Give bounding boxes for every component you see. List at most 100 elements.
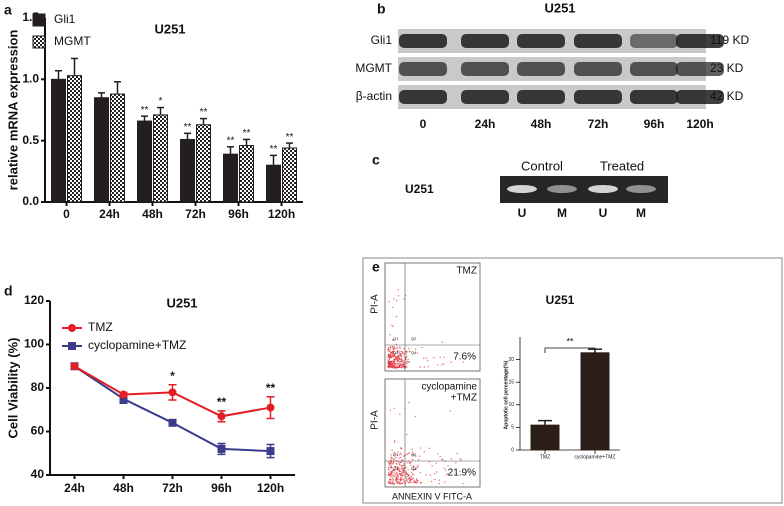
bar xyxy=(223,153,238,203)
flow-dot xyxy=(390,356,393,358)
flow-dot xyxy=(434,478,436,481)
blot-size-label: 23 KD xyxy=(710,61,744,75)
blot-band xyxy=(574,90,622,104)
flow-dot xyxy=(459,458,462,460)
flow-dot xyxy=(405,471,408,473)
flow-dot xyxy=(407,453,409,456)
flow-dot xyxy=(402,467,405,470)
flow-dot xyxy=(393,355,396,357)
flow-dot xyxy=(389,366,392,368)
flow-dot xyxy=(400,471,403,473)
quadrant-label: Q3 xyxy=(393,350,399,355)
legend-label: cyclopamine+TMZ xyxy=(88,338,186,352)
flow-dot xyxy=(398,463,401,465)
flow-dot xyxy=(397,355,400,358)
flow-dot xyxy=(395,366,398,369)
legend-label: Gli1 xyxy=(54,12,76,26)
flow-dot xyxy=(391,324,393,327)
flow-dot xyxy=(449,410,451,412)
flow-dot xyxy=(395,462,398,465)
flow-dot xyxy=(397,474,399,476)
flow-dot xyxy=(398,481,400,484)
flow-dot xyxy=(400,453,403,455)
bar xyxy=(266,164,281,203)
x-tick-label: 72h xyxy=(162,481,183,495)
flow-dot xyxy=(423,366,425,368)
flow-dot xyxy=(392,325,394,328)
x-tick-label: 96h xyxy=(211,481,232,495)
flow-dot xyxy=(402,461,404,463)
point xyxy=(168,388,177,397)
y-tick-label: 20 xyxy=(508,357,514,363)
flow-dot xyxy=(450,361,452,363)
flow-dot xyxy=(391,470,393,472)
flow-dot xyxy=(389,472,392,475)
panel-label: e xyxy=(372,259,380,275)
error-bar xyxy=(55,69,62,80)
flow-dot xyxy=(444,481,446,483)
flow-dot xyxy=(420,447,422,449)
flow-percent: 21.9% xyxy=(448,468,476,479)
flow-dot xyxy=(388,356,391,358)
panel-label: b xyxy=(377,1,386,17)
flow-dot xyxy=(396,355,399,358)
bar xyxy=(580,352,610,451)
flow-dot xyxy=(393,475,396,477)
gel-group-label: Control xyxy=(521,158,563,173)
flow-dot xyxy=(393,354,396,356)
flow-dot xyxy=(398,454,401,456)
x-tick-label: TMZ xyxy=(540,454,550,460)
y-tick-label: 0.0 xyxy=(22,194,39,208)
flow-dot xyxy=(412,468,415,471)
flow-dot xyxy=(395,474,397,476)
flow-dot xyxy=(401,467,404,469)
flow-y-label: PI-A xyxy=(370,294,381,314)
flow-dot xyxy=(395,365,398,367)
gel-band xyxy=(547,185,577,193)
flow-dot xyxy=(392,355,394,358)
flow-dot xyxy=(396,472,398,474)
flow-dot xyxy=(416,481,418,484)
flow-dot xyxy=(406,362,408,365)
blot-row-label: MGMT xyxy=(355,61,392,75)
flow-dot xyxy=(389,479,391,481)
flow-dot xyxy=(392,354,394,356)
flow-dot xyxy=(394,473,396,475)
flow-dot xyxy=(407,474,410,476)
flow-plot-label: TMZ xyxy=(456,266,477,277)
flow-dot xyxy=(400,355,402,358)
point xyxy=(119,394,128,403)
y-tick-label: 100 xyxy=(24,337,44,351)
flow-dot xyxy=(414,468,417,470)
significance: ** xyxy=(270,144,278,155)
flow-dot xyxy=(401,350,403,353)
flow-dot xyxy=(402,479,405,481)
gel-lane-label: U xyxy=(518,206,527,220)
y-tick-label: 10 xyxy=(508,402,514,408)
flow-dot xyxy=(395,476,397,478)
flow-dot xyxy=(388,482,390,484)
x-tick-label: 96h xyxy=(228,207,249,221)
flow-dot xyxy=(393,458,395,460)
flow-dot xyxy=(397,295,400,297)
blot-band xyxy=(676,34,724,48)
flow-dot xyxy=(397,359,400,361)
flow-dot xyxy=(403,464,405,467)
blot-lane-label: 48h xyxy=(531,117,552,131)
flow-dot xyxy=(399,413,401,415)
flow-dot xyxy=(415,478,418,480)
flow-dot xyxy=(388,358,391,360)
flow-dot xyxy=(405,356,408,359)
flow-dot xyxy=(400,357,403,360)
flow-dot xyxy=(401,366,403,369)
flow-y-label: PI-A xyxy=(370,410,381,430)
flow-dot xyxy=(390,456,392,459)
flow-dot xyxy=(450,458,453,460)
flow-dot xyxy=(444,469,447,471)
flow-dot xyxy=(391,477,394,480)
blot-band xyxy=(630,90,678,104)
blot-band xyxy=(461,34,509,48)
flow-dot xyxy=(415,455,417,458)
x-tick-label: 120h xyxy=(268,207,295,221)
blot-lane-label: 0 xyxy=(420,117,427,131)
